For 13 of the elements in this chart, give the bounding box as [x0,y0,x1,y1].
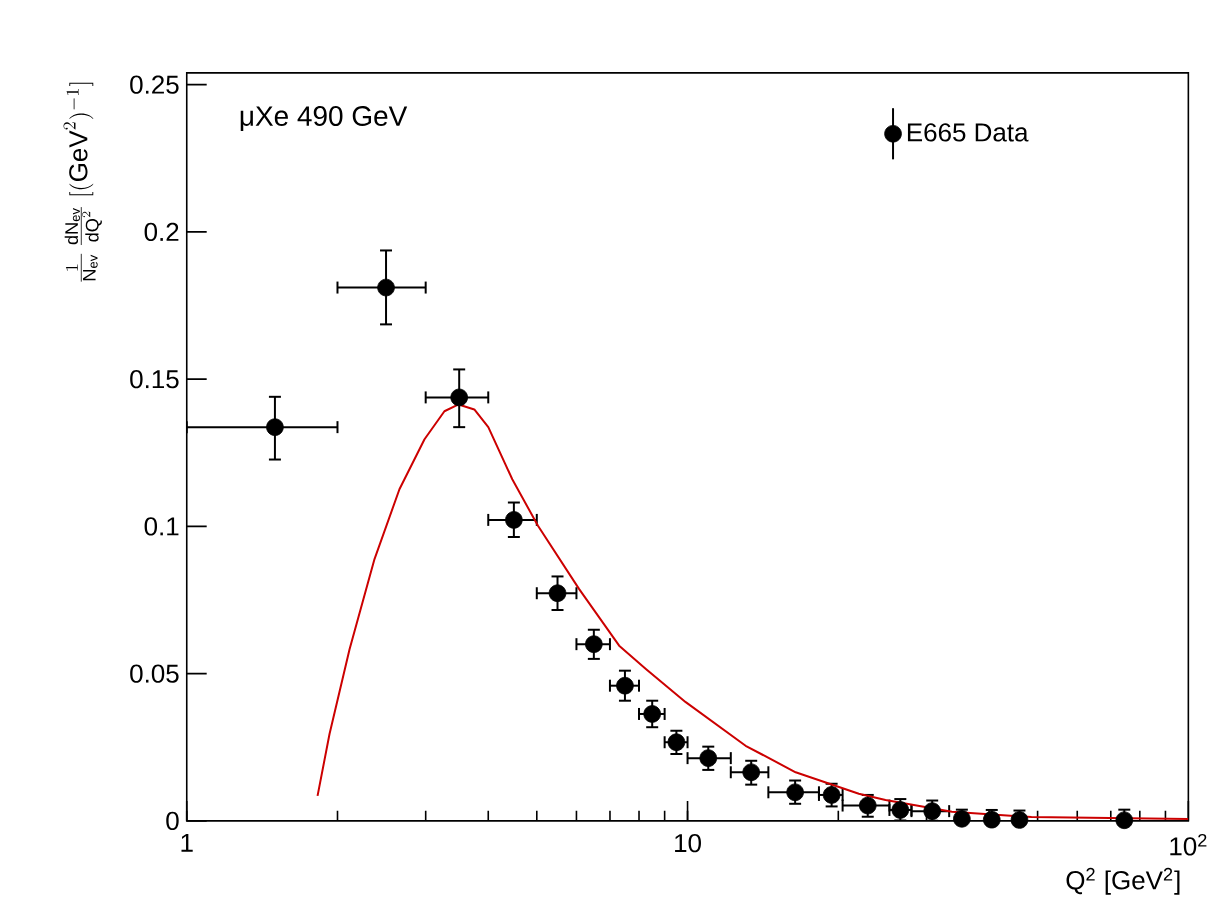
y-tick-label: 0.25 [130,75,179,94]
annotation: μXe 490 GeV [240,106,408,132]
y-tick-label: 0.05 [130,664,179,683]
x-axis-title: Q$^{2}$ [GeV$^{2}$] [1066,867,1180,895]
x-tick-label: 10 [675,834,701,853]
x-tick-label: 1 [181,834,193,852]
y-tick-label: 0.2 [144,222,179,242]
y-tick-label: 0.15 [130,370,179,389]
legend-label: E665 Data [907,123,1029,142]
y-axis-title: $\frac{1}{\mathrm{N}_{\mathrm{ev}}}\,\frac{\mathrm{dN}_{\mathrm{ev}}}{\mathrm{dQ}^{2}}\;[(\mathrm{GeV}^{2})^{-1}]$ [63,82,102,282]
y-tick-label: 0 [166,811,179,831]
x-tick-label: 10$^{2}$ [1170,834,1207,856]
y-tick-label: 0.1 [144,517,179,536]
